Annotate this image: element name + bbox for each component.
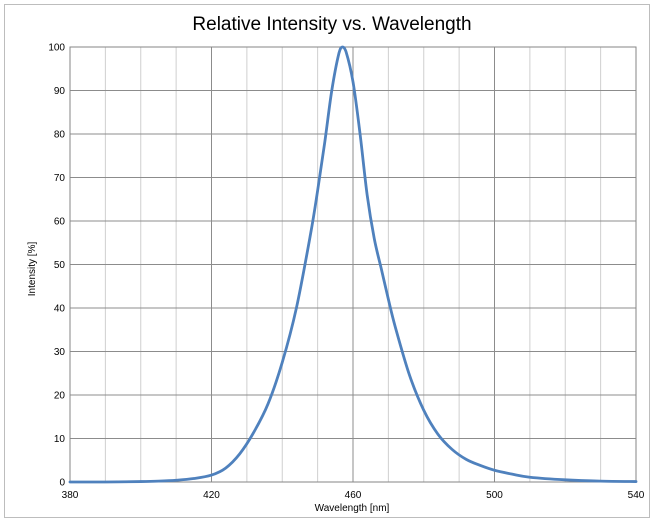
x-tick-label-540: 540 bbox=[628, 490, 645, 501]
chart-frame: 0 10 20 30 40 50 60 70 80 90 100 380 420 460 500 540 R… bbox=[4, 4, 650, 518]
chart-title: Relative Intensity vs. Wavelength bbox=[192, 14, 471, 35]
y-tick-label-100: 100 bbox=[48, 43, 65, 54]
series-line-intensity bbox=[68, 45, 638, 484]
y-tick-label-60: 60 bbox=[54, 217, 66, 228]
y-tick-labels: 0 10 20 30 40 50 60 70 80 90 100 bbox=[48, 43, 65, 489]
plot-area-border bbox=[69, 46, 637, 483]
y-tick-label-70: 70 bbox=[54, 173, 66, 184]
x-tick-label-380: 380 bbox=[62, 490, 79, 501]
y-tick-label-20: 20 bbox=[54, 391, 66, 402]
y-tick-label-0: 0 bbox=[59, 478, 65, 489]
x-tick-labels: 380 420 460 500 540 bbox=[62, 490, 645, 501]
y-axis-label: Intensity [%] bbox=[27, 242, 38, 297]
x-tick-label-500: 500 bbox=[486, 490, 503, 501]
major-gridlines bbox=[69, 46, 637, 483]
x-tick-label-460: 460 bbox=[345, 490, 362, 501]
y-tick-label-30: 30 bbox=[54, 347, 66, 358]
y-tick-label-50: 50 bbox=[54, 260, 66, 271]
y-tick-label-40: 40 bbox=[54, 304, 66, 315]
y-tick-label-90: 90 bbox=[54, 86, 66, 97]
y-tick-label-10: 10 bbox=[54, 434, 66, 445]
x-axis-label: Wavelength [nm] bbox=[315, 503, 390, 514]
x-tick-label-420: 420 bbox=[203, 490, 220, 501]
y-tick-label-80: 80 bbox=[54, 130, 66, 141]
chart-svg: 0 10 20 30 40 50 60 70 80 90 100 380 420 460 500 540 R… bbox=[27, 14, 645, 514]
